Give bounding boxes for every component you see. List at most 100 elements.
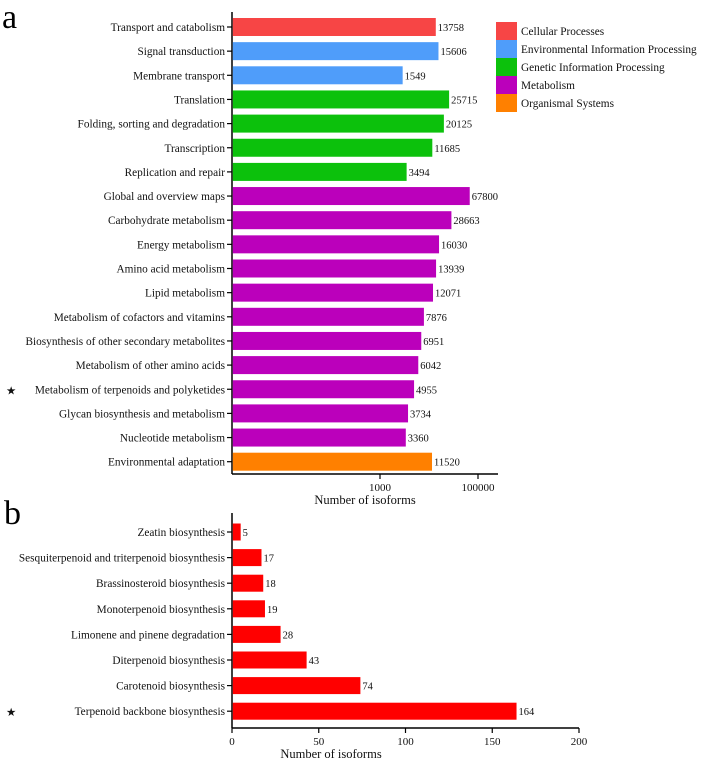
bar [232, 18, 436, 36]
data-label: 5 [243, 528, 248, 539]
x-axis-title: Number of isoforms [280, 747, 382, 761]
data-label: 4955 [416, 385, 437, 396]
bar [232, 138, 433, 157]
legend-swatch [496, 40, 517, 58]
category-label: Metabolism of terpenoids and polyketides [35, 384, 225, 396]
category-label: Carbohydrate metabolism [108, 215, 225, 227]
data-label: 1549 [405, 71, 426, 82]
bar [232, 356, 419, 375]
x-tick-label: 0 [229, 736, 235, 748]
data-label: 43 [309, 656, 320, 667]
data-label: 11520 [434, 458, 460, 469]
legend-label: Organismal Systems [521, 98, 614, 110]
category-label: Terpenoid backbone biosynthesis [75, 706, 225, 718]
category-label: Transcription [165, 143, 226, 155]
data-label: 25715 [451, 95, 477, 106]
bar [232, 90, 450, 109]
legend-swatch [496, 58, 517, 76]
category-label: Biosynthesis of other secondary metaboli… [25, 336, 225, 348]
data-label: 18 [265, 579, 276, 590]
bar [232, 702, 517, 720]
x-tick-label: 100000 [462, 482, 496, 494]
x-tick-label: 50 [313, 736, 325, 748]
data-label: 3734 [410, 409, 432, 420]
category-label: Membrane transport [133, 70, 226, 82]
bar [232, 283, 434, 302]
panel-label-b: b [4, 495, 21, 532]
category-label: Carotenoid biosynthesis [116, 681, 225, 693]
category-label: Brassinosteroid biosynthesis [96, 578, 225, 590]
data-label: 6042 [420, 361, 441, 372]
bar [232, 677, 361, 695]
data-label: 67800 [472, 192, 498, 203]
bar [232, 187, 470, 206]
legend-swatch [496, 76, 517, 94]
data-label: 17 [263, 554, 274, 565]
data-label: 16030 [441, 240, 467, 251]
data-label: 15606 [440, 47, 466, 58]
legend: Cellular Processes Environmental Informat… [496, 22, 697, 112]
category-label: Nucleotide metabolism [120, 433, 225, 445]
data-label: 13758 [438, 23, 464, 34]
data-label: 3494 [409, 168, 431, 179]
bar [232, 66, 403, 85]
x-tick-label: 100 [397, 736, 414, 748]
chart-b: Zeatin biosynthesis 5 Sesquiterpenoid and … [6, 513, 588, 761]
category-label: Diterpenoid biosynthesis [112, 655, 225, 667]
category-label: Metabolism of other amino acids [76, 360, 225, 372]
bar [232, 380, 415, 399]
x-tick-label: 150 [484, 736, 501, 748]
data-label: 28 [283, 630, 294, 641]
legend-swatch [496, 94, 517, 112]
category-label: Glycan biosynthesis and metabolism [59, 408, 225, 420]
chart-a: Transport and catabolism 13758 Signal tran… [6, 12, 498, 507]
category-label: Energy metabolism [137, 239, 225, 251]
bar [232, 162, 407, 181]
category-label: Monoterpenoid biosynthesis [97, 604, 225, 616]
data-label: 164 [519, 707, 536, 718]
data-label: 6951 [423, 337, 444, 348]
category-label: Lipid metabolism [145, 288, 225, 300]
legend-label: Cellular Processes [521, 26, 604, 38]
x-tick-label: 1000 [369, 482, 392, 494]
category-label: Zeatin biosynthesis [137, 527, 225, 539]
category-label: Environmental adaptation [108, 457, 225, 469]
data-label: 74 [362, 682, 373, 693]
bar [232, 211, 452, 230]
data-label: 11685 [434, 144, 460, 155]
data-label: 28663 [453, 216, 479, 227]
data-label: 20125 [446, 120, 472, 131]
bar [232, 523, 241, 541]
bar [232, 625, 281, 643]
legend-swatch [496, 22, 517, 40]
bar [232, 651, 307, 669]
bar [232, 600, 265, 618]
bar [232, 549, 262, 567]
category-label: Translation [174, 94, 225, 106]
panel-label-a: a [2, 0, 17, 36]
x-axis-title: Number of isoforms [314, 493, 416, 507]
bar [232, 259, 437, 278]
bar [232, 574, 264, 592]
bar [232, 42, 439, 61]
data-label: 3360 [408, 434, 429, 445]
x-tick-label: 200 [571, 736, 588, 748]
legend-label: Environmental Information Processing [521, 44, 697, 56]
category-label: Metabolism of cofactors and vitamins [54, 312, 225, 324]
bar [232, 428, 406, 447]
category-label: Transport and catabolism [111, 22, 226, 34]
star-icon: ★ [6, 385, 16, 397]
category-label: Folding, sorting and degradation [78, 119, 226, 131]
legend-label: Metabolism [521, 80, 575, 92]
data-label: 19 [267, 605, 278, 616]
category-label: Signal transduction [137, 46, 225, 58]
data-label: 7876 [426, 313, 447, 324]
bar [232, 452, 433, 471]
category-label: Amino acid metabolism [116, 264, 225, 276]
bar [232, 404, 409, 423]
bar [232, 235, 440, 254]
category-label: Replication and repair [125, 167, 226, 179]
data-label: 13939 [438, 265, 464, 276]
bar [232, 307, 424, 326]
